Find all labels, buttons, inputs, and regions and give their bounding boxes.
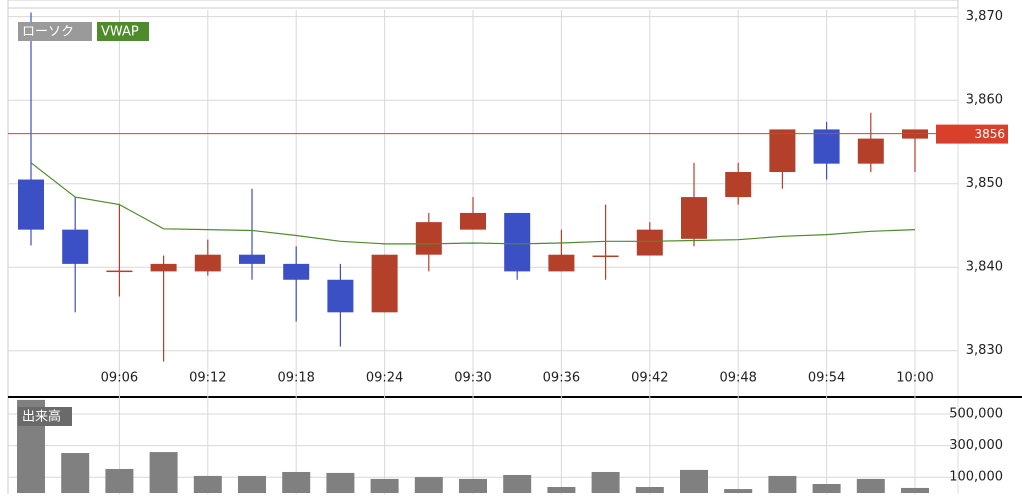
candle-body [857, 138, 884, 164]
grid [8, 10, 958, 494]
candle-body [681, 197, 707, 239]
volume-bar [768, 475, 797, 493]
volume-bar [238, 475, 266, 493]
x-tick-label: 09:48 [719, 371, 756, 386]
candle-body [504, 212, 531, 272]
volume-bar [326, 472, 355, 493]
x-tick-label: 09:30 [454, 371, 491, 386]
volume-bar [812, 483, 841, 493]
x-tick-label: 09:18 [277, 371, 314, 386]
volume-bar [635, 486, 664, 493]
candle-body [194, 254, 221, 272]
candle-body [460, 212, 486, 230]
volume-bar [901, 487, 929, 493]
y-tick-label: 3,870 [966, 9, 1003, 24]
candle-body [636, 229, 663, 256]
candle-body [106, 270, 133, 273]
volume-bar [105, 468, 134, 493]
candle-body [592, 255, 619, 258]
candle-body [62, 229, 89, 264]
x-tick-label: 09:12 [189, 371, 226, 386]
candle-body [415, 222, 442, 255]
volume-bar [459, 478, 487, 493]
top-strip [7, 0, 959, 9]
candle-body [327, 279, 354, 313]
legend-label: VWAP [101, 25, 139, 40]
x-tick-label: 09:06 [101, 371, 138, 386]
y-tick-label: 3,860 [966, 93, 1003, 108]
candle-body [239, 254, 265, 264]
panel-label-box [18, 407, 72, 426]
vwap-line [30, 162, 916, 245]
candle-body [725, 172, 752, 198]
legend-box [18, 22, 92, 41]
y-tick-label: 3,830 [966, 343, 1003, 358]
y-tick-label: 500,000 [949, 406, 1003, 421]
x-tick-label: 10:00 [896, 371, 933, 386]
x-tick-label: 09:54 [808, 371, 845, 386]
x-tick-label: 09:42 [631, 371, 668, 386]
volume-bar [503, 474, 532, 493]
x-tick-label: 09:24 [366, 371, 403, 386]
y-tick-label: 100,000 [949, 470, 1003, 485]
legend-label: ローソク [22, 25, 74, 40]
volume-bar [193, 475, 222, 493]
legend-box [97, 22, 149, 41]
panel-title: 出来高 [22, 409, 61, 425]
marks [8, 12, 958, 493]
volume-bar [724, 489, 753, 493]
volume-bar [547, 486, 576, 493]
last-price-box [936, 124, 1008, 144]
x-tick-label: 09:36 [543, 371, 580, 386]
y-tick-label: 3,850 [966, 176, 1003, 191]
last-price-label: 3856 [974, 127, 1005, 141]
volume-bar [370, 478, 399, 493]
volume-bar [414, 477, 443, 493]
candle-body [371, 254, 398, 313]
volume-bar [149, 452, 178, 493]
volume-bar [591, 471, 620, 493]
y-tick-label: 300,000 [949, 438, 1003, 453]
candle-body [769, 129, 796, 173]
volume-bar [61, 453, 90, 493]
y-tick-label: 3,840 [966, 260, 1003, 275]
volume-bar [282, 471, 311, 493]
volume-bar [680, 469, 708, 493]
candle-body [18, 179, 44, 230]
candle-body [813, 129, 840, 164]
candle-body [548, 254, 575, 272]
candle-body [283, 263, 310, 280]
volume-bar [856, 478, 885, 493]
candle-body [150, 263, 177, 272]
